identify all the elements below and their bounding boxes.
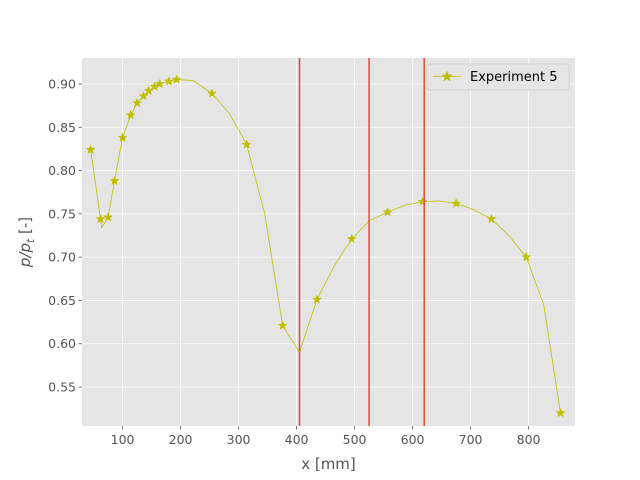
x-tick-label: 300 [227, 432, 251, 447]
x-axis-ticks: 100 200 300 400 500 600 700 800 [111, 426, 541, 447]
y-tick-label: 0.60 [48, 336, 76, 351]
star-marker [346, 233, 357, 244]
star-marker [521, 251, 532, 262]
legend-star-marker [441, 70, 453, 82]
y-tick-label: 0.65 [48, 293, 76, 308]
x-tick-label: 200 [169, 432, 193, 447]
star-marker [125, 109, 136, 120]
legend: Experiment 5 [426, 63, 570, 91]
star-marker [154, 78, 165, 89]
x-axis-label: x [mm] [301, 455, 356, 473]
star-marker [311, 294, 322, 304]
y-tick-label: 0.90 [48, 76, 76, 91]
legend-label: Experiment 5 [470, 70, 558, 85]
x-tick-label: 500 [343, 432, 367, 447]
x-tick-label: 400 [285, 432, 309, 447]
star-marker [132, 97, 143, 108]
star-marker [241, 139, 252, 149]
star-marker [109, 175, 120, 186]
x-tick-label: 600 [401, 432, 425, 447]
star-marker [451, 198, 462, 208]
x-tick-label: 700 [459, 432, 483, 447]
y-tick-label: 0.75 [48, 206, 76, 221]
star-marker [277, 320, 288, 330]
y-tick-label: 0.70 [48, 250, 76, 265]
grid [82, 58, 575, 426]
vertical-lines [298, 58, 425, 426]
y-axis-label: p/pt [-] [16, 217, 37, 268]
legend-box [426, 63, 570, 91]
x-tick-label: 100 [111, 432, 135, 447]
star-marker [417, 196, 428, 207]
y-tick-label: 0.80 [48, 163, 76, 178]
y-tick-label: 0.55 [48, 380, 76, 395]
star-marker [382, 206, 393, 217]
series-layer [85, 74, 566, 418]
star-marker [163, 76, 175, 86]
star-marker [85, 144, 96, 155]
star-marker [486, 213, 497, 224]
x-tick-label: 800 [517, 432, 541, 447]
star-marker [171, 74, 182, 84]
y-axis-ticks: 0.55 0.60 0.65 0.70 0.75 0.80 0.85 0.90 [48, 76, 82, 395]
star-marker [555, 407, 566, 418]
star-marker [103, 211, 114, 222]
y-tick-label: 0.85 [48, 120, 76, 135]
series-line [90, 79, 561, 414]
star-marker [95, 213, 106, 224]
plot-background [82, 58, 575, 426]
star-marker [117, 132, 128, 142]
star-marker [206, 88, 217, 98]
star-marker [138, 90, 149, 101]
